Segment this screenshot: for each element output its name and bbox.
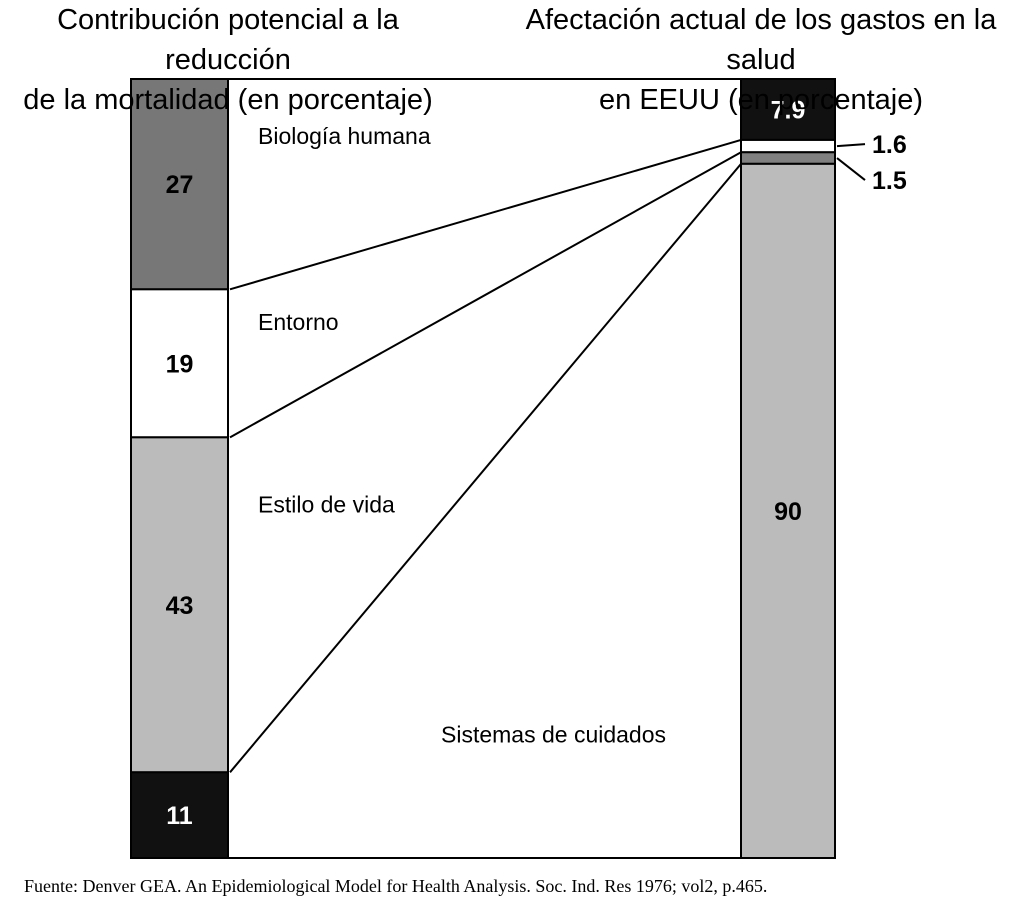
left-bar-value-label-4: 11 xyxy=(166,802,193,830)
left-bar-segment-4 xyxy=(130,771,229,859)
right-bar-segment-1 xyxy=(740,78,836,141)
left-bar-value-label-1: 27 xyxy=(166,171,194,199)
right-bar-value-label-1: 7.9 xyxy=(771,96,806,124)
right-title-line-1: Afectación actual de los gastos en la sa… xyxy=(525,4,997,76)
left-bar-segment-3 xyxy=(130,436,229,774)
right-bar-segment-3 xyxy=(740,151,836,165)
source-note: Fuente: Denver GEA. An Epidemiological M… xyxy=(24,876,768,896)
category-label-1: Biología humana xyxy=(258,123,431,149)
right-title-line-2: en EEUU (en porcentaje) xyxy=(599,84,923,116)
right-leader-line-2 xyxy=(836,143,866,148)
right-bar-segment-2 xyxy=(740,138,836,154)
right-bar-segment-4 xyxy=(740,162,836,859)
left-bar-value-label-3: 43 xyxy=(166,592,194,620)
connector-line-3 xyxy=(229,163,742,773)
category-label-4: Sistemas de cuidados xyxy=(441,721,666,747)
right-bar-value-label-3: 1.5 xyxy=(872,167,907,195)
left-title-line-2: de la mortalidad (en porcentaje) xyxy=(23,84,433,116)
right-bar-value-label-4: 90 xyxy=(774,498,802,526)
left-bar-value-label-2: 19 xyxy=(166,350,194,378)
left-bar-segment-2 xyxy=(130,288,229,439)
category-label-2: Entorno xyxy=(258,309,339,335)
connector-line-1 xyxy=(229,138,742,291)
chart-frame xyxy=(130,78,836,859)
category-label-3: Estilo de vida xyxy=(258,491,395,517)
right-bar-value-label-2: 1.6 xyxy=(872,131,907,159)
left-title-line-1: Contribución potencial a la reducción xyxy=(57,4,399,76)
left-bar-segment-1 xyxy=(130,78,229,291)
right-chart-title: Afectación actual de los gastos en la sa… xyxy=(498,0,1024,120)
right-leader-line-3 xyxy=(836,157,866,181)
left-chart-title: Contribución potencial a la reducción de… xyxy=(0,0,456,120)
connector-line-2 xyxy=(229,151,742,439)
